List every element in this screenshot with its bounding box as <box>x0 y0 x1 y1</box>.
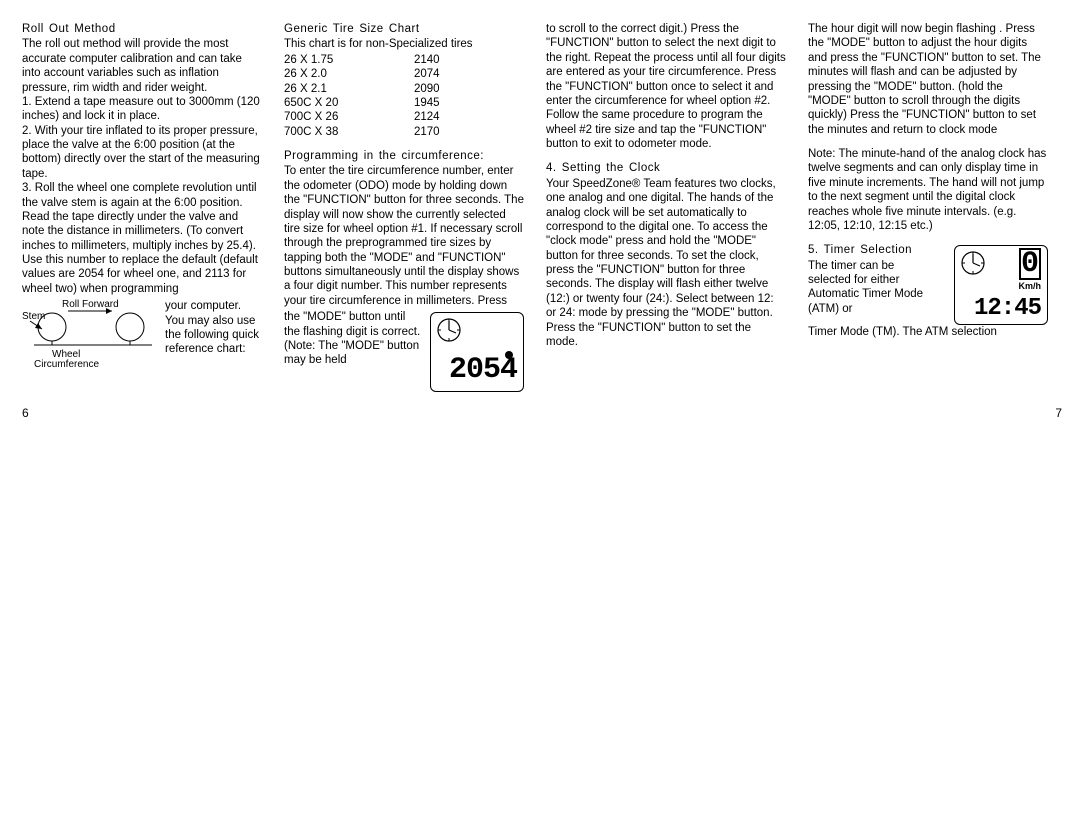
column-1: Roll Out Method The roll out method will… <box>22 22 262 392</box>
lcd-value: 2054 <box>449 352 517 390</box>
column-4: The hour digit will now begin flashing .… <box>808 22 1048 392</box>
col4-note: Note: The minute-hand of the analog cloc… <box>808 147 1048 233</box>
lcd-display-timer: 0 Km/h 12:45 <box>954 245 1048 325</box>
page-number-right: 7 <box>1055 406 1062 421</box>
col4-p1: The hour digit will now begin flashing .… <box>808 22 1048 137</box>
timer-p2: Timer Mode (TM). The ATM selection <box>808 325 1048 339</box>
table-row: 650C X 201945 <box>284 96 524 110</box>
wheel-diagram-svg: Stem Roll Forward Wheel Circumference <box>22 299 157 367</box>
timer-heading: 5. Timer Selection <box>808 243 938 257</box>
col3-p1: to scroll to the correct digit.) Press t… <box>546 22 786 151</box>
lcd-unit: Km/h <box>1019 282 1042 291</box>
circumference-label: Circumference <box>34 359 99 367</box>
page-numbers: 6 7 <box>22 406 1062 421</box>
rollout-p4: 3. Roll the wheel one complete revolutio… <box>22 181 262 296</box>
rollout-diagram: Stem Roll Forward Wheel Circumference <box>22 299 157 371</box>
rollout-diagram-right: your computer. You may also use the foll… <box>165 299 260 357</box>
timer-p1: The timer can be selected for either Aut… <box>808 259 938 317</box>
tirechart-heading: Generic Tire Size Chart <box>284 22 524 36</box>
rollout-heading: Roll Out Method <box>22 22 262 36</box>
table-row: 26 X 2.02074 <box>284 67 524 81</box>
table-row: 26 X 1.752140 <box>284 53 524 67</box>
clock-p1: Your SpeedZone® Team features two clocks… <box>546 177 786 350</box>
dial-icon <box>960 250 986 276</box>
column-3: to scroll to the correct digit.) Press t… <box>546 22 786 392</box>
roll-forward-label: Roll Forward <box>62 299 119 310</box>
table-row: 700C X 262124 <box>284 110 524 124</box>
page-number-left: 6 <box>22 406 29 421</box>
dial-icon <box>436 317 462 343</box>
lcd-time: 12:45 <box>974 294 1041 324</box>
lcd-display-2054: 2054 <box>430 312 524 392</box>
table-row: 700C X 382170 <box>284 125 524 139</box>
tire-size-table: 26 X 1.752140 26 X 2.02074 26 X 2.12090 … <box>284 53 524 139</box>
manual-spread: Roll Out Method The roll out method will… <box>22 22 1062 392</box>
column-2: Generic Tire Size Chart This chart is fo… <box>284 22 524 392</box>
rollout-p1: The roll out method will provide the mos… <box>22 37 262 95</box>
lcd-big-zero: 0 <box>1019 248 1041 280</box>
clock-heading: 4. Setting the Clock <box>546 161 786 175</box>
rollout-p3: 2. With your tire inflated to its proper… <box>22 124 262 182</box>
rollout-p2: 1. Extend a tape measure out to 3000mm (… <box>22 95 262 124</box>
table-row: 26 X 2.12090 <box>284 82 524 96</box>
programming-p1: To enter the tire circumference number, … <box>284 164 524 308</box>
programming-heading: Programming in the circumference: <box>284 149 524 163</box>
rollout-diagram-block: Stem Roll Forward Wheel Circumference yo… <box>22 299 262 371</box>
tirechart-subheading: This chart is for non-Specialized tires <box>284 37 524 51</box>
stem-label: Stem <box>22 311 45 322</box>
programming-p2: the "MODE" button until the flashing dig… <box>284 310 424 368</box>
